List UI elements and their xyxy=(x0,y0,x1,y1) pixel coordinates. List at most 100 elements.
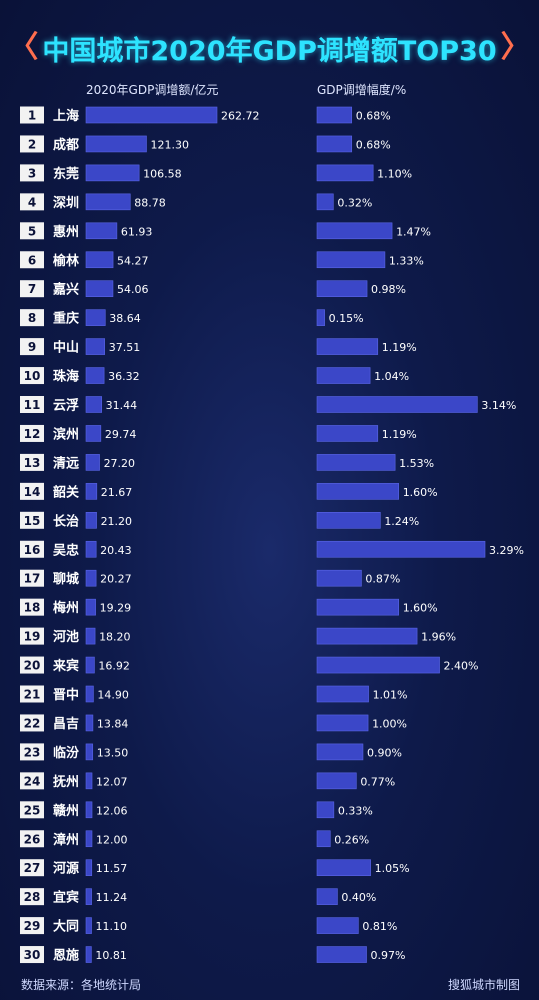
rank-label: 18 xyxy=(24,601,41,615)
gdp-rate-bar xyxy=(316,569,362,587)
gdp-increase-bar xyxy=(85,743,94,761)
gdp-increase-bar xyxy=(85,627,96,645)
city-label: 恩施 xyxy=(53,948,79,964)
gdp-increase-value-label: 12.06 xyxy=(96,804,128,817)
rank-label: 11 xyxy=(24,398,41,412)
city-label: 长治 xyxy=(53,513,79,529)
rank-label: 9 xyxy=(28,340,36,354)
rank-badge xyxy=(20,164,44,182)
city-label: 韶关 xyxy=(53,484,79,500)
city-label: 珠海 xyxy=(53,369,79,385)
gdp-increase-value-label: 27.20 xyxy=(104,457,136,470)
city-label: 吴忠 xyxy=(53,542,79,558)
rank-badge xyxy=(20,714,44,732)
rank-label: 10 xyxy=(24,369,41,383)
city-label: 赣州 xyxy=(53,803,79,819)
rank-label: 19 xyxy=(24,630,41,644)
rank-label: 30 xyxy=(24,948,41,962)
gdp-rate-value-label: 0.77% xyxy=(360,775,395,788)
rank-label: 16 xyxy=(24,543,41,557)
gdp-rate-value-label: 1.60% xyxy=(403,486,438,499)
gdp-increase-value-label: 54.27 xyxy=(117,254,149,267)
gdp-rate-value-label: 0.40% xyxy=(341,891,376,904)
gdp-rate-value-label: 1.96% xyxy=(421,631,456,644)
gdp-rate-bar xyxy=(316,801,335,819)
gdp-rate-bar xyxy=(316,859,371,877)
rank-label: 27 xyxy=(24,861,41,875)
gdp-rate-value-label: 0.98% xyxy=(371,283,406,296)
gdp-rate-bar xyxy=(316,917,359,934)
gdp-rate-value-label: 1.47% xyxy=(396,225,431,238)
gdp-rate-bar xyxy=(316,685,369,703)
gdp-increase-bar xyxy=(85,164,140,182)
rank-badge xyxy=(20,482,44,500)
chart-title: 中国城市2020年GDP调增额TOP30 xyxy=(42,35,497,67)
gdp-rate-value-label: 1.00% xyxy=(372,717,407,730)
gdp-increase-value-label: 31.44 xyxy=(106,399,137,412)
gdp-increase-bar xyxy=(85,280,114,298)
gdp-increase-bar xyxy=(85,425,102,442)
gdp-increase-value-label: 18.20 xyxy=(99,631,131,644)
city-label: 榆林 xyxy=(53,253,79,269)
rank-badge xyxy=(20,917,44,935)
rank-label: 7 xyxy=(28,282,36,296)
rank-badge xyxy=(20,569,44,587)
city-label: 昌吉 xyxy=(53,717,79,732)
gdp-increase-value-label: 262.72 xyxy=(221,110,260,123)
gdp-rate-bar xyxy=(316,396,478,413)
gdp-increase-value-label: 20.43 xyxy=(100,544,132,557)
city-label: 云浮 xyxy=(53,398,79,414)
rank-label: 8 xyxy=(28,311,36,325)
chevron-left-icon: 〈 xyxy=(8,30,39,65)
gdp-rate-bar xyxy=(316,280,368,298)
gdp-increase-bar xyxy=(85,569,97,587)
rank-label: 26 xyxy=(24,832,41,846)
gdp-rate-value-label: 2.40% xyxy=(444,660,479,673)
rank-badge xyxy=(20,280,44,298)
gdp-increase-value-label: 54.06 xyxy=(117,283,149,296)
rank-label: 13 xyxy=(24,456,41,470)
gdp-increase-bar xyxy=(85,454,100,471)
city-label: 梅州 xyxy=(53,600,79,616)
gdp-rate-value-label: 1.04% xyxy=(374,370,409,383)
rank-badge xyxy=(20,106,44,124)
gdp-rate-bar xyxy=(316,946,367,963)
gdp-increase-bar xyxy=(85,106,218,124)
rank-label: 5 xyxy=(28,224,36,238)
gdp-increase-value-label: 20.27 xyxy=(100,573,132,586)
gdp-rate-value-label: 0.26% xyxy=(334,833,369,846)
gdp-increase-bar xyxy=(85,917,92,934)
gdp-rate-bar xyxy=(316,830,331,848)
city-label: 大同 xyxy=(53,919,79,935)
city-label: 来宾 xyxy=(52,658,79,674)
gdp-increase-bar xyxy=(85,598,96,616)
rank-badge xyxy=(20,251,44,269)
city-label: 晋中 xyxy=(53,687,79,703)
city-label: 河池 xyxy=(53,629,79,645)
gdp-increase-value-label: 10.81 xyxy=(95,949,127,962)
gdp-rate-value-label: 1.19% xyxy=(382,341,417,354)
gdp-increase-value-label: 12.07 xyxy=(96,775,128,788)
gdp-increase-bar xyxy=(85,193,131,211)
gdp-increase-value-label: 21.67 xyxy=(101,486,132,499)
rank-label: 24 xyxy=(24,774,41,788)
gdp-rate-value-label: 0.97% xyxy=(371,949,406,962)
gdp-increase-bar xyxy=(85,859,93,877)
gdp-rate-bar xyxy=(316,251,386,269)
rank-badge xyxy=(20,309,44,327)
gdp-increase-value-label: 29.74 xyxy=(105,428,137,441)
gdp-increase-value-label: 61.93 xyxy=(121,225,153,238)
gdp-rate-value-label: 0.33% xyxy=(338,804,373,817)
rank-badge xyxy=(20,598,44,616)
rank-label: 29 xyxy=(24,919,41,933)
credit-note: 搜狐城市制图 xyxy=(447,978,520,992)
rank-badge xyxy=(20,511,44,529)
gdp-rate-value-label: 1.24% xyxy=(384,515,419,528)
rank-badge xyxy=(20,685,44,703)
title-bar: 〈 中国城市2020年GDP调增额TOP30 〉 xyxy=(0,18,539,78)
gdp-increase-value-label: 21.20 xyxy=(101,515,133,528)
rank-label: 14 xyxy=(24,485,41,499)
data-source-note: 数据来源：各地统计局 xyxy=(21,978,142,992)
gdp-increase-bar xyxy=(85,801,93,819)
